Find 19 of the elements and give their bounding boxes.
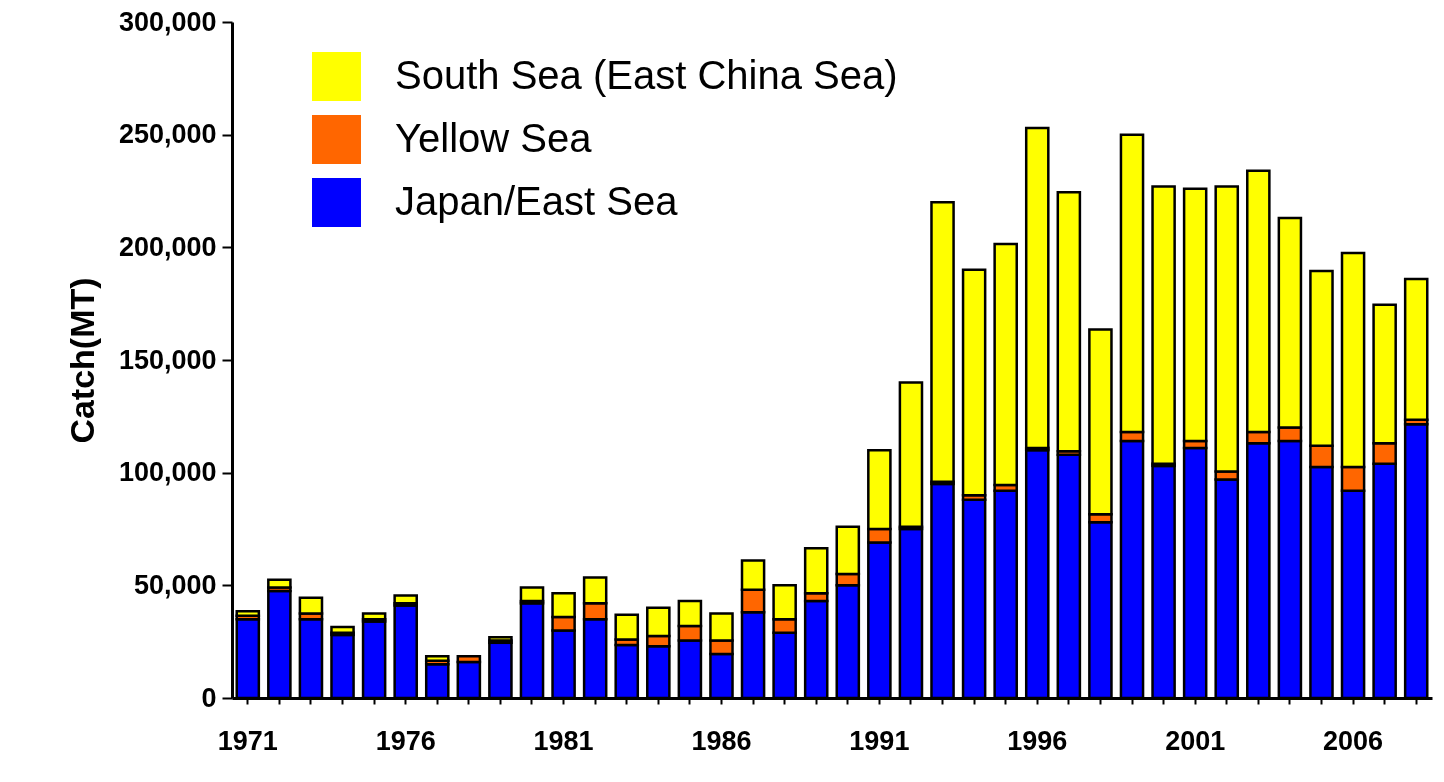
y-tick-label: 100,000 [118, 457, 217, 488]
x-tick-label: 2001 [1165, 725, 1226, 756]
x-tick-label: 1981 [533, 725, 594, 756]
legend-label: Yellow Sea [395, 115, 593, 160]
y-tick-label: 50,000 [133, 569, 217, 600]
y-axis-title: Catch(MT) [62, 277, 101, 444]
x-tick-label: 1986 [691, 725, 752, 756]
x-tick-label: 1991 [849, 725, 910, 756]
y-tick-label: 300,000 [118, 6, 217, 37]
y-tick-label: 0 [201, 682, 217, 713]
y-tick-label: 250,000 [118, 119, 217, 150]
x-tick-label: 2006 [1323, 725, 1384, 756]
y-tick-label: 150,000 [118, 344, 217, 375]
x-tick-label: 1971 [217, 725, 278, 756]
legend-label: Japan/East Sea [395, 178, 679, 223]
x-tick-label: 1996 [1007, 725, 1068, 756]
x-tick-label: 1976 [375, 725, 436, 756]
legend-label: South Sea (East China Sea) [395, 52, 898, 97]
y-tick-label: 200,000 [118, 231, 217, 262]
